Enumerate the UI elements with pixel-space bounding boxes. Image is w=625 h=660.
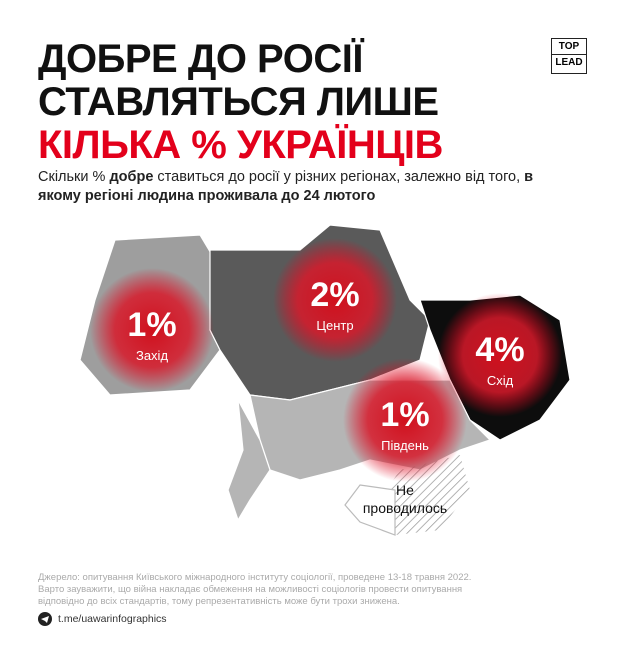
subtitle-bold: добре: [109, 169, 154, 185]
logo: TOP LEAD: [551, 38, 587, 74]
region-name: Схід: [487, 373, 514, 388]
title-line: СТАВЛЯТЬСЯ ЛИШЕ: [38, 80, 439, 124]
region-value: 1%: [127, 306, 176, 344]
source: Джерело: опитування Київського міжнародн…: [38, 572, 472, 583]
region-value: 4%: [475, 331, 524, 369]
region-name: Захід: [136, 348, 168, 363]
logo-text: TOP: [558, 41, 580, 52]
circles: 1% Захід 2% Центр 4% Схід 1% Південь: [90, 238, 562, 482]
subtitle-bold: в якому регіоні людина проживала до 24 л…: [38, 169, 534, 204]
odesa: [227, 399, 271, 522]
region-name: Центр: [316, 318, 353, 333]
subtitle: Скільки % добре ставиться до росії у різ…: [38, 168, 558, 206]
region-circle: [90, 268, 214, 392]
title-line: КІЛЬКА % УКРАЇНЦІВ: [38, 123, 443, 167]
region-circle: [343, 358, 467, 482]
logo-text: LEAD: [552, 54, 586, 70]
title-line: ДОБРЕ ДО РОСІЇ: [38, 37, 363, 81]
link[interactable]: t.me/uawarinfographics: [58, 613, 167, 625]
subtitle-text: Скільки %: [38, 169, 110, 185]
region-value: 2%: [310, 276, 359, 314]
telegram-icon: [38, 612, 52, 626]
subtitle-text: ставиться до росії у різних регіонах, за…: [153, 169, 525, 185]
region-value: 1%: [380, 396, 429, 434]
source: Варто зауважити, що війна накладає обмеж…: [38, 584, 463, 595]
map: 1% Захід 2% Центр 4% Схід 1% Південь Не проводи…: [79, 224, 571, 536]
crimea: [344, 484, 396, 536]
region-name: Південь: [381, 438, 429, 453]
region-circle: [438, 293, 562, 417]
footer: Джерело: опитування Київського міжнародн…: [38, 572, 471, 608]
region-circle: [273, 238, 397, 362]
note: Не: [396, 482, 414, 498]
source: відповідно до всіх стандартів, тому репр…: [38, 596, 400, 607]
note: проводилось: [363, 500, 447, 516]
